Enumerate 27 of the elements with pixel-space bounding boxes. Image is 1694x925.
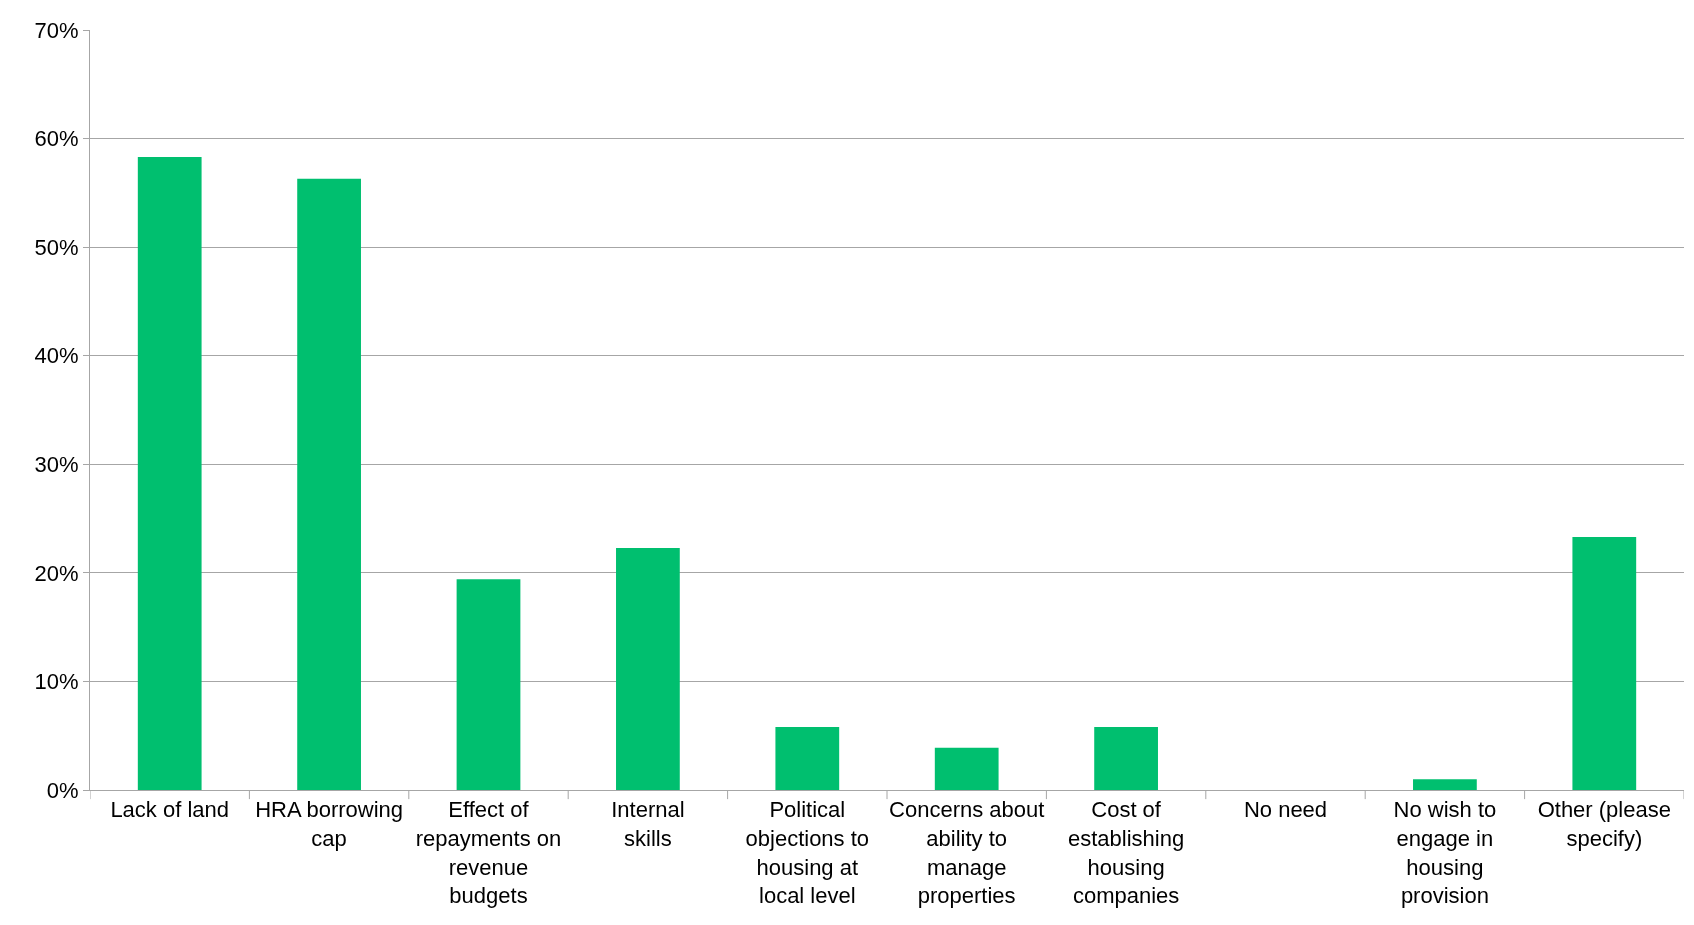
- bar: [297, 178, 361, 790]
- x-tick-label: Other (please specify): [1537, 797, 1671, 851]
- bar: [456, 579, 521, 790]
- y-tick-label: 50%: [34, 234, 79, 260]
- bar: [616, 547, 680, 790]
- y-tick-label: 0%: [46, 777, 79, 803]
- bar: [775, 727, 840, 790]
- x-tick-label: No wish to engage in housing provision: [1393, 797, 1497, 909]
- x-tick-label: Lack of land: [110, 797, 230, 823]
- x-tick-label: Effect of repayments on revenue budgets: [415, 797, 562, 909]
- bar: [934, 747, 999, 790]
- x-tick-label: Concerns about ability to manage properties: [889, 797, 1045, 909]
- x-tick-label: Cost of establishing housing companies: [1068, 797, 1185, 909]
- y-tick-label: 70%: [34, 17, 79, 43]
- y-tick-label: 20%: [34, 560, 79, 586]
- y-tick-label: 40%: [34, 343, 79, 369]
- bar: [1413, 779, 1477, 790]
- bar: [137, 157, 202, 790]
- y-tick-label: 60%: [34, 126, 79, 152]
- x-tick-label: HRA borrowing cap: [255, 797, 404, 851]
- x-tick-label: Internal skills: [611, 797, 685, 851]
- bar: [1572, 537, 1637, 790]
- y-tick-label: 10%: [34, 669, 79, 695]
- bar: [1094, 727, 1158, 790]
- y-tick-label: 30%: [34, 451, 79, 477]
- x-tick-label: Political objections to housing at local level: [745, 797, 870, 909]
- x-tick-label: No need: [1243, 797, 1328, 823]
